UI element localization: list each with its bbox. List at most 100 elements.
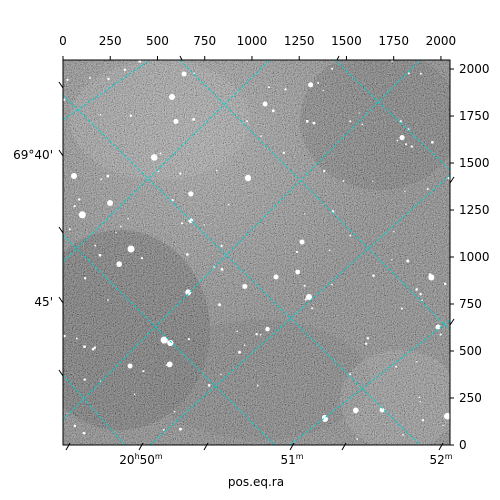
- star: [407, 72, 410, 75]
- star: [73, 424, 77, 428]
- star: [342, 180, 345, 182]
- bright-star: [273, 274, 279, 280]
- bright-star: [435, 324, 441, 330]
- grid-line: [63, 374, 126, 445]
- star: [78, 211, 86, 219]
- star: [447, 177, 450, 180]
- top-tick-label: 0: [59, 34, 67, 48]
- star: [282, 151, 285, 155]
- star: [265, 326, 270, 332]
- star: [400, 307, 403, 310]
- star: [305, 119, 309, 123]
- star: [216, 169, 218, 172]
- star: [426, 188, 429, 191]
- star: [311, 307, 314, 310]
- top-tick-label: 500: [146, 34, 169, 48]
- star: [171, 198, 174, 202]
- star: [83, 277, 87, 280]
- star: [165, 364, 168, 366]
- star: [304, 298, 307, 301]
- star: [227, 203, 230, 206]
- bright-star: [107, 200, 113, 206]
- star: [99, 380, 102, 382]
- star: [361, 123, 364, 126]
- axis-ticks: [58, 55, 455, 451]
- star: [180, 222, 184, 225]
- right-tick-label: 0: [459, 438, 467, 452]
- bottom-ra-tick-label: 52m: [429, 450, 452, 467]
- grid-line: [63, 60, 151, 121]
- star: [185, 289, 192, 296]
- top-tick-label: 1750: [378, 34, 409, 48]
- star: [77, 198, 81, 201]
- star: [349, 120, 352, 123]
- bottom-ra-tick-mark: [138, 442, 144, 451]
- star: [431, 140, 434, 144]
- star: [187, 338, 191, 341]
- star: [188, 191, 194, 197]
- star: [418, 396, 421, 399]
- star: [284, 88, 287, 91]
- star: [393, 230, 395, 233]
- star: [331, 67, 334, 70]
- bright-star: [181, 71, 187, 77]
- star: [421, 299, 423, 302]
- top-tick-label: 1000: [236, 34, 268, 48]
- top-tick-label: 1500: [331, 34, 362, 48]
- bright-star: [71, 173, 77, 179]
- star: [439, 333, 442, 336]
- right-tick-label: 1500: [459, 156, 490, 171]
- star: [83, 378, 87, 381]
- star: [331, 283, 333, 286]
- star: [66, 78, 69, 81]
- star: [295, 250, 299, 254]
- grid-line: [334, 60, 450, 171]
- star: [167, 339, 174, 347]
- star: [173, 410, 176, 413]
- grid-line: [63, 94, 421, 445]
- star: [166, 361, 173, 368]
- star: [99, 114, 102, 116]
- star: [138, 60, 142, 63]
- star: [63, 98, 66, 101]
- ra-tick-part: 52: [429, 453, 445, 467]
- star: [419, 293, 422, 296]
- bottom-ra-tick-label: 51m: [280, 450, 303, 467]
- star: [391, 258, 393, 261]
- right-tick-label: 500: [459, 344, 482, 358]
- bottom-ra-tick-mark: [438, 442, 444, 451]
- star: [207, 384, 211, 387]
- top-tick-label: 2000: [425, 34, 457, 48]
- left-minor-tick: [58, 226, 64, 234]
- star: [142, 370, 145, 373]
- star: [419, 72, 422, 75]
- stars-layer: [63, 60, 450, 440]
- star: [352, 407, 359, 414]
- bright-star: [306, 294, 312, 300]
- star: [260, 135, 263, 138]
- star: [129, 114, 133, 117]
- star: [404, 190, 406, 193]
- right-tick-label: 1750: [459, 109, 490, 124]
- star: [220, 268, 224, 271]
- star: [115, 232, 117, 234]
- right-tick-label: 2000: [459, 62, 490, 77]
- grid-line: [179, 60, 450, 331]
- star: [419, 400, 421, 403]
- star: [443, 412, 450, 420]
- star: [410, 145, 414, 148]
- right-tick-label: 1000: [459, 250, 490, 264]
- top-tick-label: 250: [98, 34, 122, 48]
- star: [120, 225, 122, 228]
- bright-star: [169, 94, 175, 100]
- bright-star: [322, 416, 328, 422]
- star: [322, 89, 325, 91]
- top-minor-tick: [179, 55, 183, 61]
- grid-line: [289, 319, 450, 445]
- star: [185, 253, 189, 256]
- x-axis-label: pos.eq.ra: [227, 475, 285, 489]
- ra-tick-part: 20: [119, 453, 135, 467]
- ra-tick-part: 51: [280, 453, 296, 467]
- star: [178, 427, 182, 431]
- star: [236, 330, 238, 332]
